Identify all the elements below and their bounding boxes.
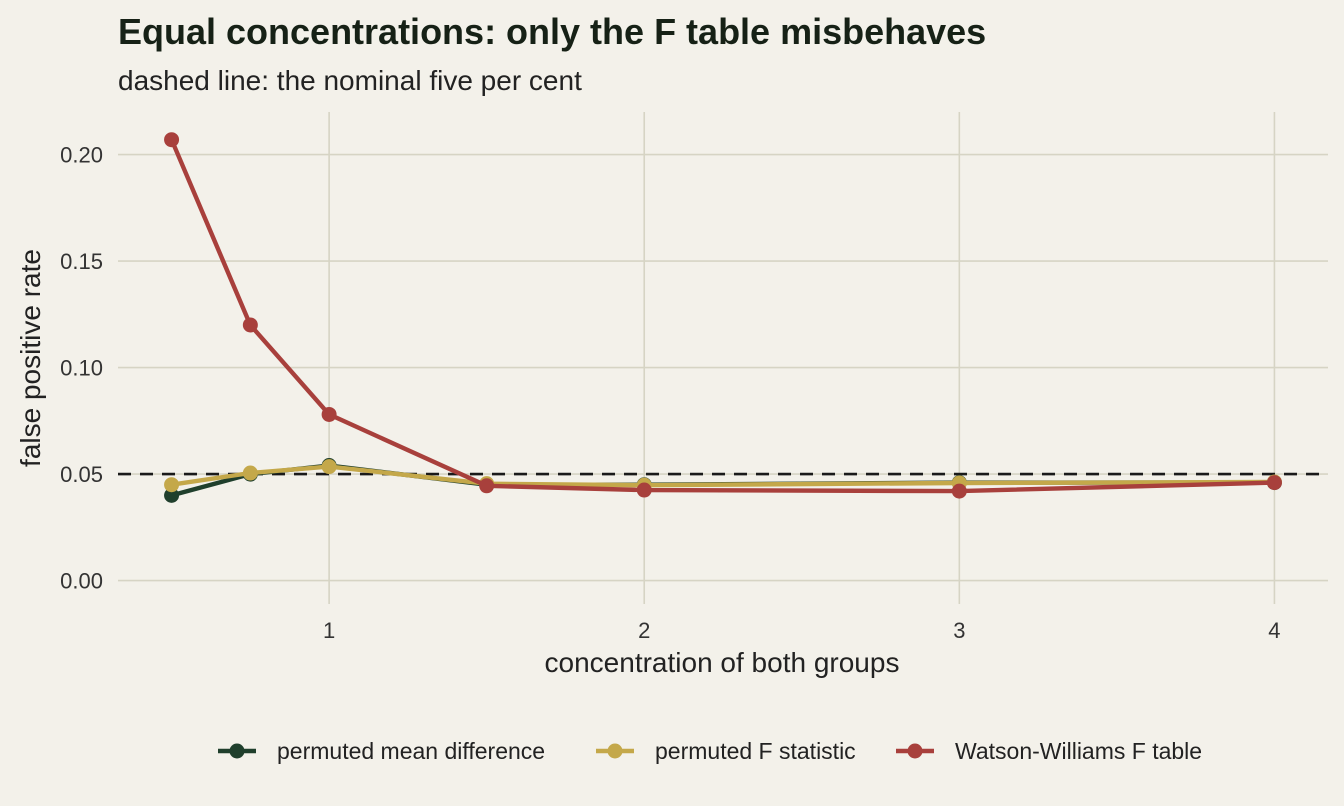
legend-item-2: Watson-Williams F table: [896, 738, 1202, 764]
legend-label: permuted F statistic: [655, 738, 856, 764]
x-tick-label: 1: [323, 618, 335, 643]
y-tick-label: 0.10: [60, 356, 103, 381]
y-axis-title: false positive rate: [15, 249, 46, 467]
legend-key-point: [907, 743, 923, 759]
legend-item-0: permuted mean difference: [218, 738, 545, 764]
x-tick-label: 2: [638, 618, 650, 643]
data-point: [479, 478, 495, 494]
grid: [118, 112, 1328, 604]
data-point: [242, 317, 258, 333]
legend-key-point: [607, 743, 623, 759]
y-tick-label: 0.20: [60, 143, 103, 168]
tick-labels: 0.00 0.05 0.10 0.15 0.20 1 2 3 4: [60, 143, 1280, 643]
y-tick-label: 0.00: [60, 569, 103, 594]
y-tick-label: 0.05: [60, 462, 103, 487]
data-point: [951, 483, 967, 499]
x-tick-label: 3: [953, 618, 965, 643]
data-point: [164, 487, 180, 503]
legend-key-point: [229, 743, 245, 759]
y-tick-label: 0.15: [60, 249, 103, 274]
legend-label: permuted mean difference: [277, 738, 545, 764]
data-point: [164, 132, 180, 148]
chart-subtitle: dashed line: the nominal five per cent: [118, 65, 582, 96]
x-tick-label: 4: [1268, 618, 1280, 643]
series-2: [164, 132, 1282, 499]
legend-label: Watson-Williams F table: [955, 738, 1202, 764]
series-line: [169, 137, 1277, 494]
x-axis-title: concentration of both groups: [545, 647, 900, 678]
data-point: [1266, 475, 1282, 491]
series-group: [164, 132, 1282, 503]
data-point: [242, 465, 258, 481]
legend: permuted mean difference permuted F stati…: [218, 738, 1202, 764]
legend-item-1: permuted F statistic: [596, 738, 856, 764]
data-point: [321, 459, 337, 475]
data-point: [321, 406, 337, 422]
data-point: [164, 477, 180, 493]
chart-title: Equal concentrations: only the F table m…: [118, 11, 986, 52]
data-point: [636, 482, 652, 498]
